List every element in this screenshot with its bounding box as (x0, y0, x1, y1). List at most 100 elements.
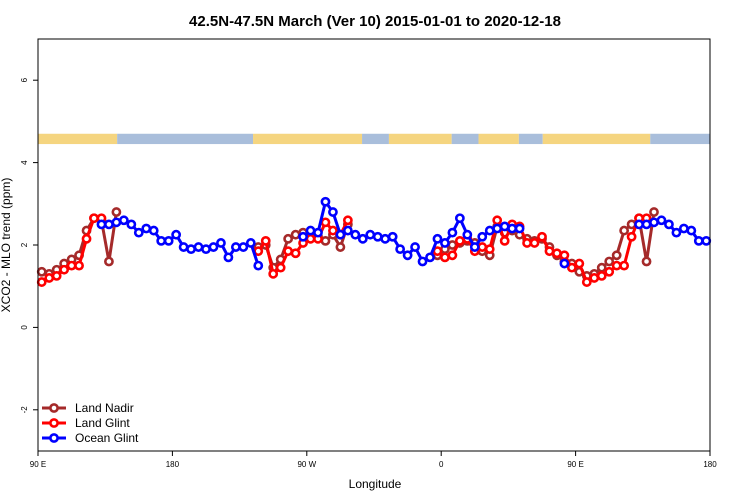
data-point (499, 235, 510, 246)
data-point (477, 231, 488, 242)
y-tick-label: 2 (20, 242, 29, 247)
series-1 (36, 213, 652, 287)
data-point (537, 231, 547, 242)
strip-segment-ocean (117, 133, 254, 145)
data-point (328, 207, 338, 217)
series-layer (36, 196, 712, 287)
y-axis: -2 0 2 4 6 (20, 77, 38, 413)
data-point (156, 235, 167, 246)
data-point (447, 250, 458, 261)
data-point (514, 223, 525, 234)
data-point (440, 238, 450, 248)
data-point (320, 235, 331, 246)
data-point (447, 227, 458, 238)
data-point (238, 242, 249, 252)
data-point (163, 235, 174, 246)
strip-segment-land (253, 133, 363, 145)
data-point (410, 242, 420, 252)
strip-segment-ocean (518, 133, 543, 145)
data-point (320, 217, 331, 228)
legend-item: Ocean Glint (42, 431, 139, 445)
data-point (402, 250, 413, 261)
data-point (701, 235, 712, 246)
data-point (201, 244, 211, 255)
data-point (671, 227, 682, 238)
data-point (223, 252, 234, 263)
data-point (328, 225, 338, 236)
data-point (36, 277, 47, 287)
x-axis: 90 E 180 90 W 0 90 E 180 (30, 451, 717, 469)
data-point (81, 233, 92, 244)
data-point (171, 229, 182, 240)
data-point (186, 244, 196, 255)
data-point (581, 277, 592, 287)
legend-item: Land Nadir (42, 401, 134, 415)
data-point (678, 223, 689, 234)
data-point (574, 258, 585, 269)
data-point (342, 225, 353, 236)
legend-item: Land Glint (42, 416, 130, 430)
data-point (469, 242, 480, 252)
strip-segment-ocean (451, 133, 479, 145)
data-point (544, 246, 555, 257)
data-point (89, 213, 99, 224)
data-point (432, 233, 443, 244)
data-point (342, 215, 353, 226)
data-point (484, 244, 495, 255)
data-point (268, 268, 279, 279)
data-point (193, 242, 204, 252)
data-point (522, 238, 532, 248)
land-ocean-strip (38, 133, 710, 145)
legend-label: Ocean Glint (75, 431, 139, 445)
legend-label: Land Glint (75, 416, 130, 430)
data-point (395, 244, 406, 255)
data-point (492, 223, 503, 234)
data-point (641, 256, 652, 267)
data-point (664, 219, 674, 230)
data-point (387, 231, 398, 242)
legend-marker (49, 418, 59, 428)
y-tick-label: -2 (20, 406, 29, 414)
data-point (619, 260, 630, 271)
x-tick-label: 180 (166, 460, 180, 469)
data-point (335, 242, 346, 252)
y-axis-label: XCO2 - MLO trend (ppm) (0, 178, 13, 313)
data-point (596, 262, 607, 273)
data-point (66, 260, 77, 271)
data-point (365, 229, 376, 240)
data-point (260, 235, 271, 246)
data-point (641, 219, 652, 230)
plot-frame (37, 38, 711, 452)
x-tick-label: 90 W (297, 460, 316, 469)
data-point (454, 213, 465, 224)
data-point (133, 227, 144, 238)
x-tick-label: 0 (439, 460, 444, 469)
data-point (604, 256, 615, 267)
data-point (111, 207, 122, 217)
legend-label: Land Nadir (75, 401, 134, 415)
data-point (417, 256, 428, 267)
data-point (208, 242, 219, 252)
data-point (507, 223, 518, 234)
data-point (350, 229, 361, 240)
x-tick-label: 90 E (567, 460, 583, 469)
data-point (320, 196, 331, 207)
strip-segment-land (38, 133, 118, 145)
data-point (477, 242, 488, 252)
data-point (36, 266, 47, 277)
data-point (51, 270, 62, 281)
y-tick-label: 6 (20, 77, 29, 82)
series-2 (96, 196, 712, 271)
data-point (230, 242, 241, 252)
data-point (611, 260, 622, 271)
data-point (104, 219, 114, 230)
data-point (44, 273, 55, 283)
y-tick-label: 0 (20, 325, 29, 330)
data-point (589, 273, 600, 283)
data-point (604, 266, 615, 277)
data-point (611, 250, 622, 261)
data-point (59, 264, 70, 275)
data-point (313, 227, 323, 238)
